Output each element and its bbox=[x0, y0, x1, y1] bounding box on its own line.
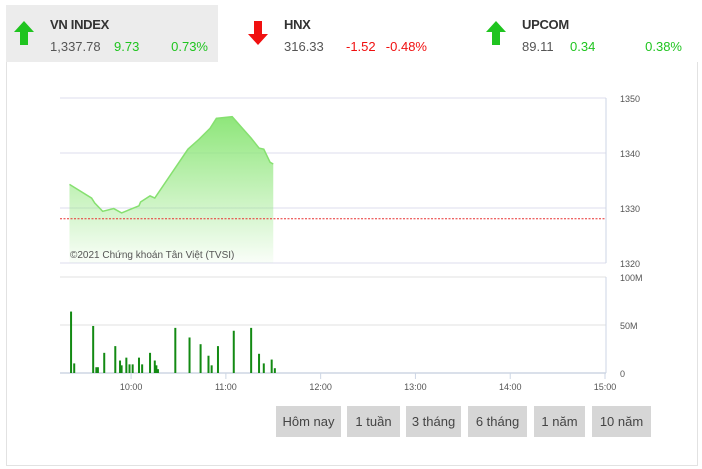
volume-bar bbox=[103, 352, 106, 373]
time-tick-label: 15:00 bbox=[594, 382, 617, 392]
arrow-up-icon bbox=[486, 21, 506, 45]
index-percent: 0.38% bbox=[645, 39, 682, 54]
chart-panel bbox=[6, 62, 698, 466]
volume-bar bbox=[95, 367, 98, 373]
range-button-0[interactable]: Hôm nay bbox=[276, 406, 341, 437]
index-value: 316.33 bbox=[284, 39, 324, 54]
volume-bar bbox=[210, 365, 213, 373]
volume-bar bbox=[270, 359, 273, 373]
volume-bar bbox=[114, 346, 117, 373]
range-button-3[interactable]: 6 tháng bbox=[468, 406, 527, 437]
index-value: 1,337.78 bbox=[50, 39, 101, 54]
time-tick-label: 14:00 bbox=[499, 382, 522, 392]
index-name: VN INDEX bbox=[50, 17, 110, 32]
range-button-2[interactable]: 3 tháng bbox=[406, 406, 461, 437]
range-button-4[interactable]: 1 năm bbox=[534, 406, 585, 437]
volume-bar bbox=[149, 352, 152, 373]
range-button-5[interactable]: 10 năm bbox=[592, 406, 651, 437]
index-card-vn-index[interactable]: VN INDEX 1,337.78 9.73 0.73% bbox=[6, 5, 218, 62]
index-chart: 1350 1340 1330 1320 ©2021 Chứng khoán Tân Vi… bbox=[60, 94, 643, 392]
range-button-1[interactable]: 1 tuần bbox=[347, 406, 400, 437]
volume-bar bbox=[273, 368, 276, 373]
index-card-upcom[interactable]: UPCOM 89.11 0.34 0.38% bbox=[478, 5, 690, 62]
index-percent: -0.48% bbox=[385, 39, 427, 54]
index-card-hnx[interactable]: HNX 316.33 -1.52 -0.48% bbox=[240, 5, 452, 62]
watermark: ©2021 Chứng khoán Tân Việt (TVSI) bbox=[70, 250, 234, 261]
volume-bar bbox=[120, 365, 123, 373]
index-percent: 0.73% bbox=[171, 39, 208, 54]
volume-bar bbox=[250, 327, 253, 373]
arrow-up-icon bbox=[14, 21, 34, 45]
volume-bar bbox=[262, 363, 265, 373]
price-tick-label: 1340 bbox=[620, 149, 640, 159]
volume-bar bbox=[199, 344, 202, 373]
volume-bar bbox=[131, 364, 134, 373]
volume-bar bbox=[216, 346, 219, 373]
index-name: HNX bbox=[284, 17, 311, 32]
price-tick-label: 1350 bbox=[620, 94, 640, 104]
volume-bar bbox=[73, 363, 76, 373]
volume-bar bbox=[70, 311, 73, 373]
volume-bar bbox=[174, 327, 177, 373]
price-tick-label: 1320 bbox=[620, 259, 640, 269]
time-tick-label: 13:00 bbox=[404, 382, 427, 392]
arrow-down-icon bbox=[248, 21, 268, 45]
volume-bar bbox=[232, 330, 235, 373]
volume-bar bbox=[128, 364, 131, 373]
price-area bbox=[69, 116, 274, 263]
volume-bar bbox=[137, 357, 140, 373]
time-tick-label: 12:00 bbox=[309, 382, 332, 392]
volume-tick-label: 50M bbox=[620, 321, 638, 331]
volume-bar bbox=[125, 357, 128, 373]
volume-bar bbox=[141, 364, 144, 373]
volume-bar bbox=[188, 337, 191, 373]
index-change: -1.52 bbox=[346, 39, 376, 54]
volume-bar bbox=[258, 353, 261, 373]
index-change: 9.73 bbox=[114, 39, 140, 54]
volume-bar bbox=[207, 355, 210, 373]
time-tick-label: 10:00 bbox=[120, 382, 143, 392]
volume-bar bbox=[119, 360, 122, 373]
price-line bbox=[69, 115, 274, 214]
index-name: UPCOM bbox=[522, 17, 569, 32]
price-tick-label: 1330 bbox=[620, 204, 640, 214]
volume-tick-label: 100M bbox=[620, 273, 643, 283]
volume-bar bbox=[156, 369, 159, 373]
volume-bar bbox=[96, 367, 99, 373]
index-change: 0.34 bbox=[570, 39, 596, 54]
volume-bar bbox=[92, 325, 95, 373]
volume-tick-label: 0 bbox=[620, 369, 625, 379]
volume-bar bbox=[155, 365, 158, 373]
volume-bar bbox=[153, 360, 156, 373]
time-tick-label: 11:00 bbox=[215, 382, 237, 392]
index-value: 89.11 bbox=[522, 39, 554, 54]
